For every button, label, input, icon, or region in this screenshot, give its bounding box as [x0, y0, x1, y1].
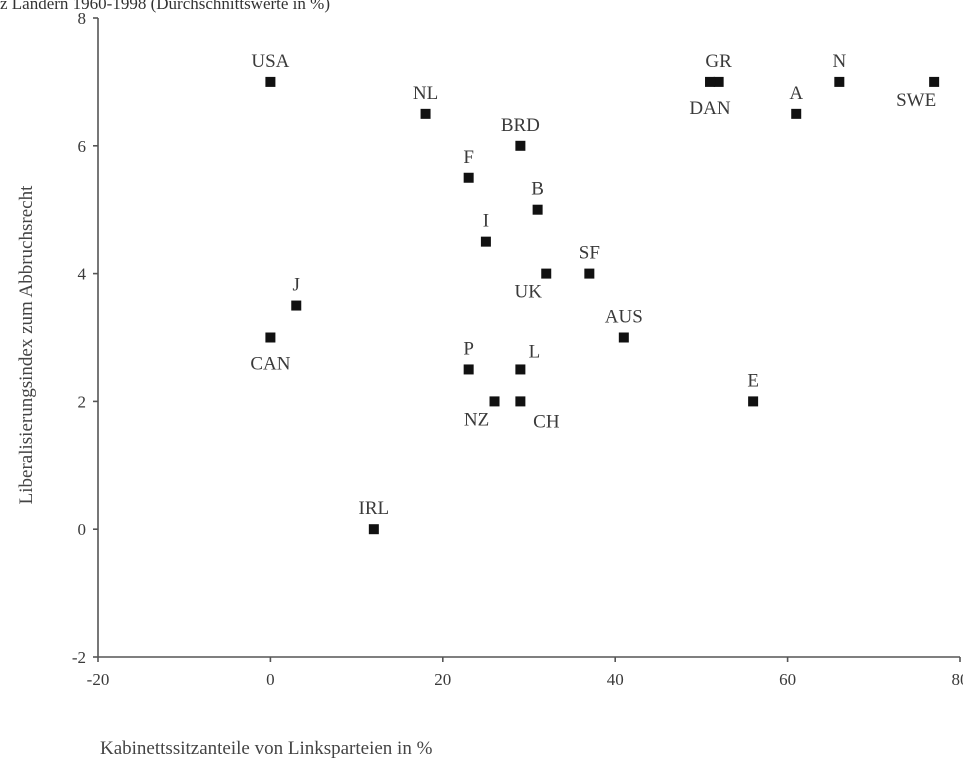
point-ch — [515, 396, 526, 407]
y-tick-label: 6 — [78, 137, 87, 156]
point-label-n: N — [832, 51, 846, 72]
x-tick-label: 20 — [434, 670, 451, 689]
point-i — [480, 236, 491, 247]
point-f — [463, 172, 474, 183]
point-label-j: J — [293, 275, 300, 296]
y-tick-label: 4 — [78, 265, 87, 284]
point-label-p: P — [463, 338, 474, 359]
point-label-gr: GR — [705, 51, 732, 72]
x-tick-label: 40 — [607, 670, 624, 689]
point-label-sf: SF — [579, 243, 600, 264]
point-e — [748, 396, 759, 407]
point-label-e: E — [747, 370, 759, 391]
point-label-nl: NL — [413, 83, 438, 104]
point-label-ch: CH — [533, 411, 560, 432]
point-label-uk: UK — [515, 282, 543, 303]
x-tick-label: 60 — [779, 670, 796, 689]
point-label-a: A — [789, 83, 803, 104]
point-gr — [713, 76, 724, 87]
y-tick-label: 0 — [78, 520, 87, 539]
point-aus — [618, 332, 629, 343]
y-tick-label: 2 — [78, 392, 87, 411]
point-label-f: F — [463, 147, 474, 168]
point-irl — [368, 524, 379, 535]
point-j — [291, 300, 302, 311]
page-title: z Ländern 1960-1998 (Durchschnittswerte … — [0, 0, 330, 13]
x-tick-label: 80 — [952, 670, 963, 689]
point-uk — [541, 268, 552, 279]
point-nz — [489, 396, 500, 407]
point-sf — [584, 268, 595, 279]
point-b — [532, 204, 543, 215]
x-tick-label: 0 — [266, 670, 275, 689]
point-usa — [265, 76, 276, 87]
point-label-usa: USA — [251, 51, 289, 72]
point-label-irl: IRL — [359, 498, 390, 519]
point-dan — [705, 76, 716, 87]
point-swe — [929, 76, 940, 87]
point-label-l: L — [529, 341, 541, 362]
point-brd — [515, 140, 526, 151]
x-tick-label: -20 — [87, 670, 110, 689]
point-p — [463, 364, 474, 375]
point-label-brd: BRD — [501, 115, 540, 136]
y-tick-label: 8 — [78, 9, 87, 28]
point-label-swe: SWE — [896, 90, 936, 111]
y-tick-label: -2 — [72, 648, 86, 667]
point-nl — [420, 108, 431, 119]
point-label-i: I — [483, 211, 489, 232]
point-label-dan: DAN — [689, 98, 730, 119]
point-a — [791, 108, 802, 119]
point-label-can: CAN — [250, 354, 290, 375]
point-can — [265, 332, 276, 343]
point-n — [834, 76, 845, 87]
x-axis-title: Kabinettssitzanteile von Linksparteien i… — [100, 738, 433, 759]
point-l — [515, 364, 526, 375]
point-label-b: B — [531, 179, 544, 200]
point-label-aus: AUS — [605, 307, 643, 328]
point-label-nz: NZ — [464, 409, 489, 430]
